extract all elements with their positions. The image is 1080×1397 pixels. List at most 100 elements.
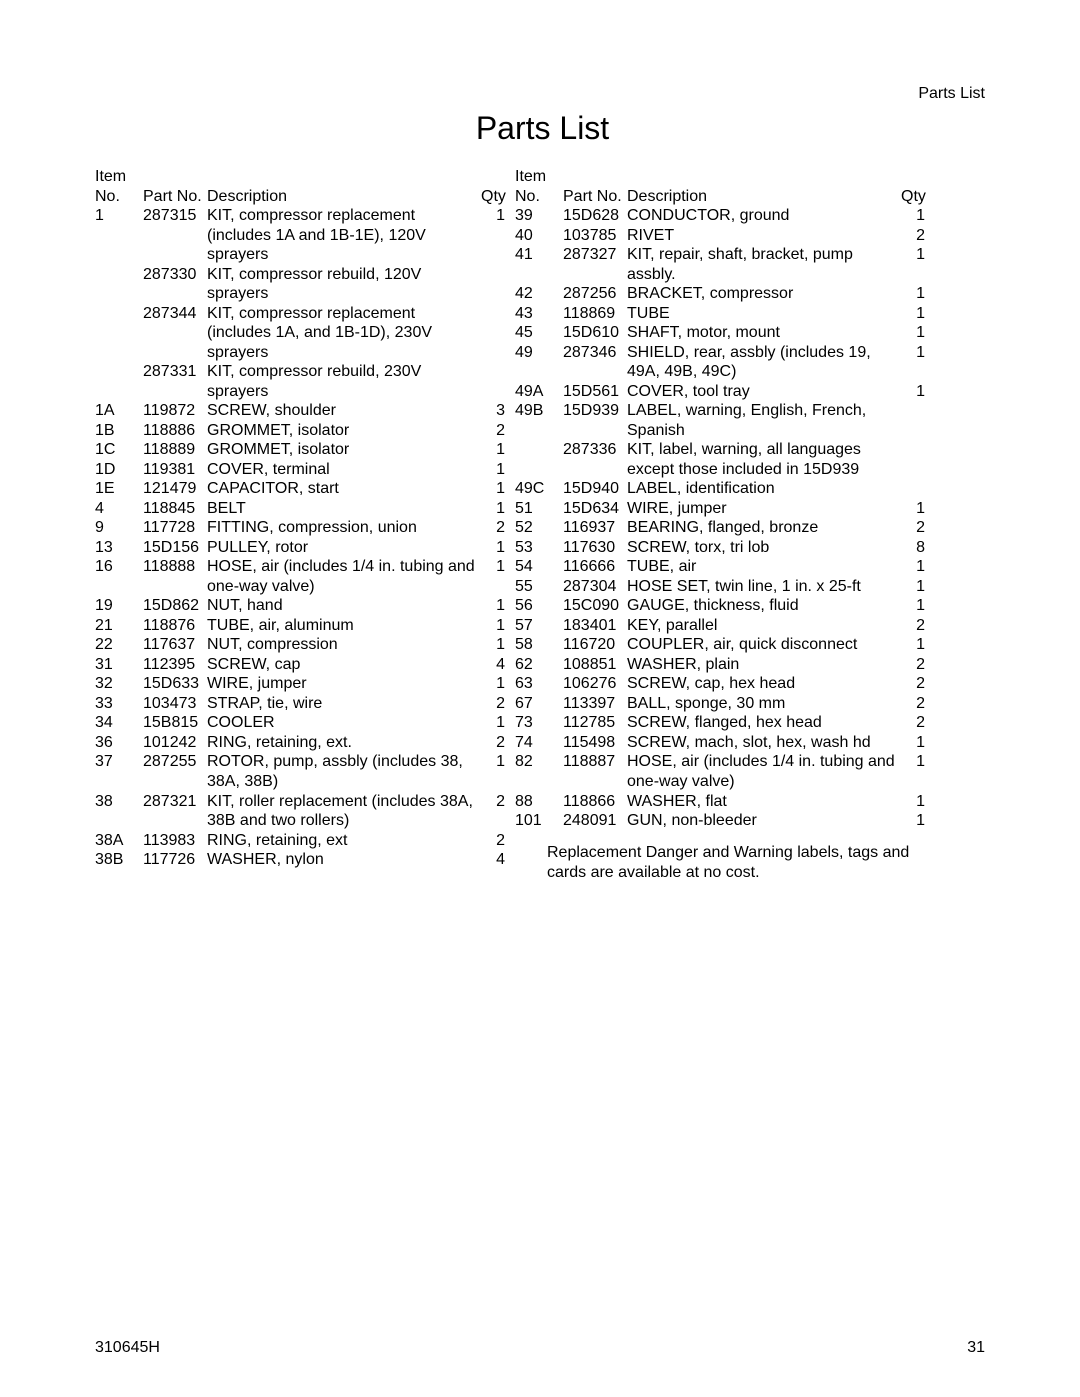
table-row: 5615C090GAUGE, thickness, fluid1 <box>515 596 925 616</box>
cell-part-no: 287315 <box>143 206 207 265</box>
cell-item-no: 49C <box>515 479 563 499</box>
cell-part-no: 116666 <box>563 557 627 577</box>
table-row: 22117637NUT, compression1 <box>95 635 505 655</box>
cell-description: TUBE, air, aluminum <box>207 616 481 636</box>
table-row: 1E121479CAPACITOR, start1 <box>95 479 505 499</box>
cell-qty: 4 <box>481 655 505 675</box>
cell-qty: 1 <box>901 811 925 831</box>
cell-part-no: 121479 <box>143 479 207 499</box>
cell-part-no: 103785 <box>563 226 627 246</box>
cell-qty: 2 <box>901 616 925 636</box>
table-row: 36101242RING, retaining, ext.2 <box>95 733 505 753</box>
cell-part-no: 118886 <box>143 421 207 441</box>
cell-item-no <box>95 304 143 363</box>
cell-item-no: 4 <box>95 499 143 519</box>
cell-qty: 1 <box>901 323 925 343</box>
table-row: 1915D862NUT, hand1 <box>95 596 505 616</box>
cell-part-no: 117728 <box>143 518 207 538</box>
cell-item-no: 9 <box>95 518 143 538</box>
parts-columns: Item No. Part No. Description Qty 128731… <box>95 167 990 883</box>
left-rows: 1287315KIT, compressor replacement (incl… <box>95 206 505 870</box>
cell-description: SHIELD, rear, assbly (includes 19, 49A, … <box>627 343 901 382</box>
cell-part-no: 112395 <box>143 655 207 675</box>
cell-part-no: 15D628 <box>563 206 627 226</box>
cell-qty: 2 <box>481 733 505 753</box>
cell-item-no: 54 <box>515 557 563 577</box>
cell-part-no: 118889 <box>143 440 207 460</box>
cell-item-no: 34 <box>95 713 143 733</box>
cell-description: SCREW, cap, hex head <box>627 674 901 694</box>
cell-item-no: 22 <box>95 635 143 655</box>
cell-qty <box>481 362 505 401</box>
cell-item-no: 42 <box>515 284 563 304</box>
cell-qty: 1 <box>481 499 505 519</box>
cell-qty <box>481 265 505 304</box>
cell-qty: 3 <box>481 401 505 421</box>
footer-page-number: 31 <box>967 1339 985 1357</box>
cell-description: WASHER, nylon <box>207 850 481 870</box>
table-row: 52116937BEARING, flanged, bronze2 <box>515 518 925 538</box>
cell-qty: 1 <box>901 635 925 655</box>
column-header-row: Item <box>515 167 925 187</box>
cell-description: KIT, compressor replacement (includes 1A… <box>207 304 481 363</box>
hdr-item-1: Item <box>515 167 563 187</box>
cell-description: HOSE SET, twin line, 1 in. x 25-ft <box>627 577 901 597</box>
cell-qty: 1 <box>901 284 925 304</box>
cell-qty: 1 <box>481 538 505 558</box>
hdr-qty: Qty <box>901 187 925 207</box>
cell-qty: 1 <box>901 499 925 519</box>
cell-item-no: 57 <box>515 616 563 636</box>
cell-part-no: 15D610 <box>563 323 627 343</box>
cell-item-no: 1 <box>95 206 143 265</box>
cell-part-no: 106276 <box>563 674 627 694</box>
table-row: 38B117726WASHER, nylon4 <box>95 850 505 870</box>
cell-qty: 2 <box>901 674 925 694</box>
table-row: 1B118886GROMMET, isolator2 <box>95 421 505 441</box>
cell-part-no: 108851 <box>563 655 627 675</box>
cell-item-no: 40 <box>515 226 563 246</box>
cell-item-no: 38 <box>95 792 143 831</box>
table-row: 67113397BALL, sponge, 30 mm2 <box>515 694 925 714</box>
cell-description: WIRE, jumper <box>207 674 481 694</box>
cell-qty: 1 <box>481 752 505 791</box>
cell-part-no: 15D940 <box>563 479 627 499</box>
cell-item-no: 49B <box>515 401 563 440</box>
cell-item-no: 38A <box>95 831 143 851</box>
cell-part-no: 15D156 <box>143 538 207 558</box>
cell-description: FITTING, compression, union <box>207 518 481 538</box>
cell-qty: 2 <box>481 831 505 851</box>
cell-description: LABEL, identification <box>627 479 901 499</box>
table-row: 1315D156PULLEY, rotor1 <box>95 538 505 558</box>
cell-qty: 1 <box>901 792 925 812</box>
cell-part-no: 119381 <box>143 460 207 480</box>
cell-qty: 1 <box>901 557 925 577</box>
cell-qty: 1 <box>481 616 505 636</box>
cell-description: KIT, compressor rebuild, 230V sprayers <box>207 362 481 401</box>
cell-qty: 1 <box>901 245 925 284</box>
table-row: 3915D628CONDUCTOR, ground1 <box>515 206 925 226</box>
cell-qty: 4 <box>481 850 505 870</box>
cell-qty: 1 <box>481 674 505 694</box>
cell-part-no: 287331 <box>143 362 207 401</box>
cell-description: SHAFT, motor, mount <box>627 323 901 343</box>
cell-part-no: 116937 <box>563 518 627 538</box>
cell-qty: 1 <box>481 635 505 655</box>
cell-qty: 2 <box>481 792 505 831</box>
column-header-row: No. Part No. Description Qty <box>95 187 505 207</box>
hdr-item-1: Item <box>95 167 143 187</box>
cell-part-no: 118845 <box>143 499 207 519</box>
hdr-desc: Description <box>627 187 901 207</box>
table-row: 43118869TUBE1 <box>515 304 925 324</box>
cell-qty <box>901 479 925 499</box>
cell-qty: 2 <box>481 694 505 714</box>
cell-item-no: 38B <box>95 850 143 870</box>
cell-part-no: 15D634 <box>563 499 627 519</box>
hdr-item-2: No. <box>515 187 563 207</box>
cell-qty: 1 <box>481 479 505 499</box>
table-row: 74115498SCREW, mach, slot, hex, wash hd1 <box>515 733 925 753</box>
cell-part-no: 287330 <box>143 265 207 304</box>
cell-description: TUBE <box>627 304 901 324</box>
table-row: 16118888HOSE, air (includes 1/4 in. tubi… <box>95 557 505 596</box>
cell-description: BRACKET, compressor <box>627 284 901 304</box>
cell-part-no: 15D561 <box>563 382 627 402</box>
